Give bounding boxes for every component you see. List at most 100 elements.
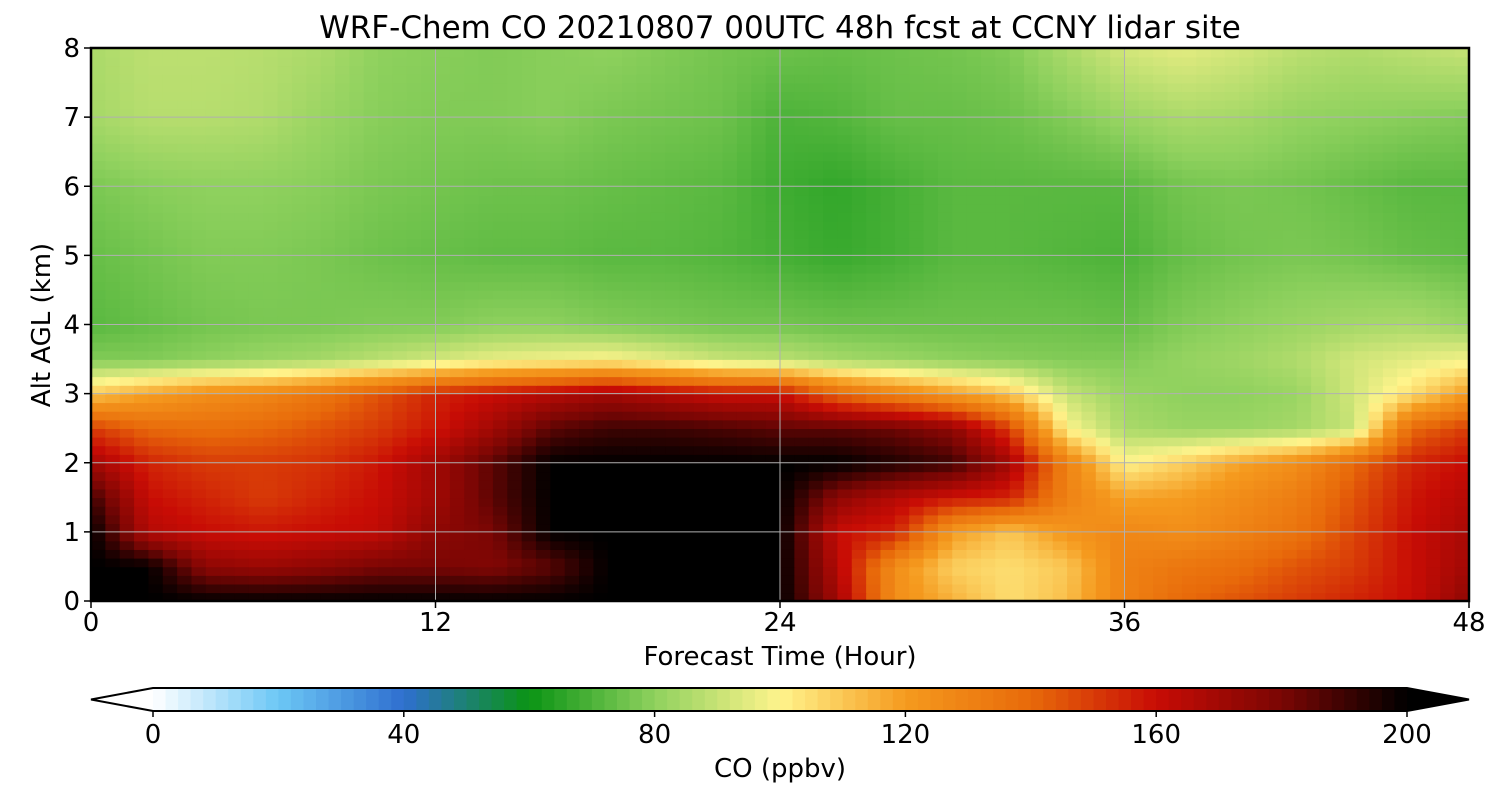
heatmap-cell	[1411, 151, 1427, 162]
heatmap-cell	[794, 186, 810, 196]
heatmap-cell	[1038, 402, 1054, 412]
heatmap-cell	[636, 488, 652, 499]
heatmap-cell	[579, 488, 595, 499]
heatmap-cell	[636, 445, 652, 455]
heatmap-cell	[119, 384, 135, 395]
heatmap-cell	[564, 505, 580, 516]
heatmap-cell	[1181, 445, 1198, 455]
heatmap-cell	[1081, 384, 1097, 395]
heatmap-cell	[780, 419, 796, 429]
heatmap-cell	[162, 289, 178, 300]
heatmap-cell	[507, 359, 523, 369]
heatmap-cell	[1052, 471, 1068, 481]
heatmap-cell	[277, 523, 293, 533]
heatmap-cell	[91, 402, 107, 412]
heatmap-cell	[234, 410, 250, 421]
heatmap-cell	[392, 410, 408, 421]
heatmap-cell	[722, 419, 738, 429]
heatmap-cell	[119, 540, 135, 550]
heatmap-cell	[1454, 160, 1469, 170]
heatmap-cell	[966, 592, 982, 601]
heatmap-cell	[722, 531, 738, 542]
heatmap-cell	[1354, 393, 1370, 404]
heatmap-cell	[134, 410, 150, 421]
heatmap-cell	[1397, 583, 1413, 594]
heatmap-cell	[722, 471, 738, 481]
heatmap-cell	[1110, 359, 1126, 369]
heatmap-cell	[1095, 514, 1111, 525]
heatmap-cell	[1268, 203, 1284, 213]
heatmap-cell	[205, 557, 221, 568]
heatmap-cell	[607, 592, 623, 601]
heatmap-cell	[320, 566, 336, 576]
heatmap-cell	[1138, 212, 1154, 222]
heatmap-cell	[234, 350, 250, 360]
heatmap-cell	[1253, 359, 1269, 369]
heatmap-cell	[1124, 324, 1140, 334]
heatmap-cell	[1009, 376, 1025, 386]
heatmap-cell	[1124, 393, 1140, 404]
heatmap-cell	[1052, 393, 1068, 404]
heatmap-cell	[177, 255, 193, 265]
heatmap-cell	[363, 436, 379, 447]
heatmap-cell	[808, 315, 824, 326]
heatmap-cell	[837, 203, 853, 213]
heatmap-cell	[665, 367, 681, 378]
heatmap-cell	[191, 480, 207, 490]
heatmap-cell	[780, 238, 796, 248]
heatmap-cell	[1253, 384, 1269, 395]
heatmap-cell	[105, 246, 121, 257]
heatmap-cell	[1411, 549, 1427, 559]
heatmap-cell	[1239, 454, 1255, 464]
heatmap-cell	[1210, 393, 1226, 404]
heatmap-cell	[1296, 523, 1312, 533]
heatmap-cell	[1153, 549, 1169, 559]
heatmap-cell	[392, 376, 408, 386]
heatmap-cell	[995, 549, 1011, 559]
heatmap-cell	[492, 246, 509, 257]
heatmap-cell	[808, 488, 824, 499]
heatmap-cell	[1296, 177, 1312, 188]
heatmap-cell	[492, 281, 509, 291]
heatmap-cell	[1081, 264, 1097, 274]
heatmap-cell	[1138, 549, 1154, 559]
heatmap-cell	[392, 359, 408, 369]
heatmap-cell	[1440, 238, 1456, 248]
heatmap-cell	[1024, 471, 1040, 481]
heatmap-cell	[191, 393, 207, 404]
heatmap-cell	[880, 203, 896, 213]
heatmap-cell	[1196, 514, 1212, 525]
heatmap-cell	[622, 454, 638, 464]
heatmap-cell	[1311, 307, 1327, 317]
heatmap-cell	[693, 549, 710, 559]
heatmap-cell	[1454, 220, 1469, 231]
heatmap-cell	[665, 229, 681, 239]
heatmap-cell	[406, 350, 422, 360]
heatmap-cell	[937, 566, 954, 576]
heatmap-cell	[435, 428, 451, 438]
heatmap-cell	[952, 307, 968, 317]
heatmap-cell	[406, 238, 422, 248]
heatmap-cell	[937, 229, 954, 239]
heatmap-cell	[1210, 505, 1226, 516]
heatmap-cell	[378, 229, 394, 239]
heatmap-cell	[1382, 220, 1399, 231]
heatmap-cell	[579, 298, 595, 309]
heatmap-cell	[363, 557, 379, 568]
heatmap-cell	[1095, 505, 1111, 516]
heatmap-cell	[363, 186, 379, 196]
heatmap-cell	[665, 324, 681, 334]
heatmap-cell	[1296, 238, 1312, 248]
heatmap-cell	[248, 566, 265, 576]
heatmap-cell	[335, 281, 351, 291]
heatmap-cell	[1411, 298, 1427, 309]
heatmap-cell	[291, 454, 308, 464]
heatmap-cell	[1239, 315, 1255, 326]
heatmap-cell	[837, 194, 853, 205]
heatmap-cell	[751, 315, 767, 326]
heatmap-cell	[1282, 505, 1298, 516]
heatmap-cell	[1440, 289, 1456, 300]
heatmap-cell	[435, 583, 451, 594]
heatmap-cell	[765, 238, 781, 248]
heatmap-cell	[1311, 436, 1327, 447]
